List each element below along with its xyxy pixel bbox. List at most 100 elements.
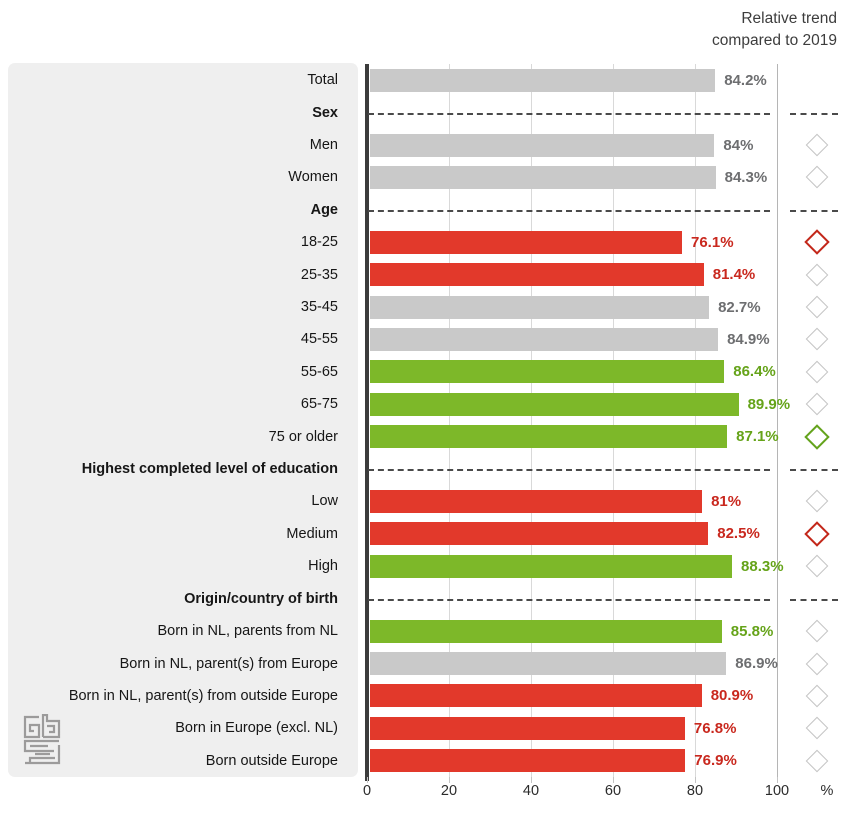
section-divider-dashed — [368, 469, 770, 472]
bar-row: High 88.3% — [0, 550, 842, 582]
trend-diamond-icon — [805, 295, 829, 319]
bar-row: 55-65 86.4% — [0, 356, 842, 388]
value-label: 86.9% — [735, 655, 778, 673]
category-label: Born in NL, parents from NL — [157, 623, 338, 640]
bar-row: Women 84.3% — [0, 161, 842, 193]
section-header-label: Highest completed level of education — [81, 461, 338, 478]
section-header-row: Highest completed level of education — [0, 453, 842, 485]
trend-diamond-icon — [805, 392, 829, 416]
bar-area: 76.8% — [370, 712, 800, 744]
axis-tick-mark — [449, 777, 450, 783]
gridline-20 — [449, 64, 450, 777]
y-axis-line — [365, 64, 369, 781]
value-bar — [370, 522, 709, 546]
bar-row: 18-25 76.1% — [0, 226, 842, 258]
trend-marker-cell — [798, 356, 836, 388]
bar-row: Born in NL, parent(s) from Europe 86.9% — [0, 647, 842, 679]
section-divider-dashed — [368, 112, 770, 115]
trend-marker-cell — [798, 129, 836, 161]
bar-row: Born in NL, parent(s) from outside Europ… — [0, 680, 842, 712]
cbs-logo — [23, 714, 61, 765]
category-label: High — [308, 558, 338, 575]
value-label: 76.9% — [694, 752, 737, 770]
bar-area: 81.4% — [370, 258, 800, 290]
category-label: Women — [288, 169, 338, 186]
bar-area: 81% — [370, 485, 800, 517]
x-axis-unit: % — [820, 783, 834, 799]
category-label: Men — [309, 137, 338, 154]
bar-area: 88.3% — [370, 550, 800, 582]
value-label: 89.9% — [747, 395, 791, 413]
trend-diamond-icon — [804, 521, 830, 547]
trend-diamond-icon — [805, 652, 829, 675]
section-divider-dashed — [368, 209, 770, 212]
trend-marker-cell — [798, 485, 836, 517]
bar-row: 75 or older 87.1% — [0, 420, 842, 452]
bar-row: 45-55 84.9% — [0, 323, 842, 355]
bar-row: 65-75 89.9% — [0, 388, 842, 420]
category-label: Total — [307, 72, 338, 89]
bar-row: 25-35 81.4% — [0, 258, 842, 290]
trend-marker-cell — [798, 226, 836, 258]
trend-diamond-icon — [805, 554, 829, 578]
value-label: 80.9% — [710, 687, 754, 705]
bar-area: 76.1% — [370, 226, 800, 258]
trend-diamond-icon — [805, 263, 829, 286]
section-header-label: Origin/country of birth — [184, 590, 338, 607]
category-label: 55-65 — [300, 363, 338, 380]
trend-marker-cell — [798, 745, 836, 777]
trend-marker-cell — [798, 420, 836, 452]
trend-diamond-icon — [805, 166, 829, 189]
section-divider-dashed-trend — [790, 469, 838, 472]
trend-marker-cell — [798, 647, 836, 679]
x-axis-tick-label: 100 — [764, 783, 790, 799]
trend-marker-cell — [798, 388, 836, 420]
chart-title-line2: compared to 2019 — [712, 31, 837, 49]
value-label: 84.2% — [724, 71, 767, 89]
gridline-100 — [777, 64, 778, 777]
bar-row: Born in NL, parents from NL 85.8% — [0, 615, 842, 647]
trend-marker-cell — [798, 680, 836, 712]
section-divider-dashed — [368, 598, 770, 601]
trend-marker-cell — [798, 291, 836, 323]
value-bar — [370, 133, 715, 157]
bar-row: Low 81% — [0, 485, 842, 517]
chart-title: Relative trend compared to 2019 — [712, 8, 837, 51]
value-label: 86.4% — [733, 363, 776, 381]
section-divider-dashed-trend — [790, 209, 838, 212]
value-label: 81.4% — [712, 266, 756, 284]
value-bar — [370, 263, 704, 287]
value-bar — [370, 68, 716, 92]
bar-area: 86.4% — [370, 356, 800, 388]
bar-row: Men 84% — [0, 129, 842, 161]
bar-area: 82.5% — [370, 518, 800, 550]
value-label: 84.9% — [727, 330, 770, 348]
value-label: 88.3% — [741, 557, 784, 575]
bar-row: Born outside Europe 76.9% — [0, 745, 842, 777]
section-header-label: Sex — [312, 104, 338, 121]
trend-marker-cell — [798, 258, 836, 290]
gridline-40 — [531, 64, 532, 777]
trend-marker-cell — [798, 161, 836, 193]
x-axis-tick-label: 0 — [362, 783, 372, 799]
bar-area: 84.9% — [370, 323, 800, 355]
bar-row: 35-45 82.7% — [0, 291, 842, 323]
value-bar — [370, 619, 722, 643]
x-axis-tick-label: 60 — [604, 783, 622, 799]
value-bar — [370, 295, 710, 319]
value-bar — [370, 425, 728, 449]
value-label: 87.1% — [736, 428, 779, 446]
gridline-80 — [695, 64, 696, 777]
bar-row: Total 84.2% — [0, 64, 842, 96]
axis-tick-mark — [777, 777, 778, 783]
bar-area: 86.9% — [370, 647, 800, 679]
bar-area: 76.9% — [370, 745, 800, 777]
trend-diamond-icon — [805, 360, 829, 384]
bar-row: Born in Europe (excl. NL) 76.8% — [0, 712, 842, 744]
value-bar — [370, 360, 725, 384]
value-label: 84% — [723, 136, 754, 154]
category-label: 75 or older — [268, 428, 338, 445]
bar-area: 80.9% — [370, 680, 800, 712]
axis-tick-mark — [367, 777, 368, 783]
value-bar — [370, 652, 727, 676]
